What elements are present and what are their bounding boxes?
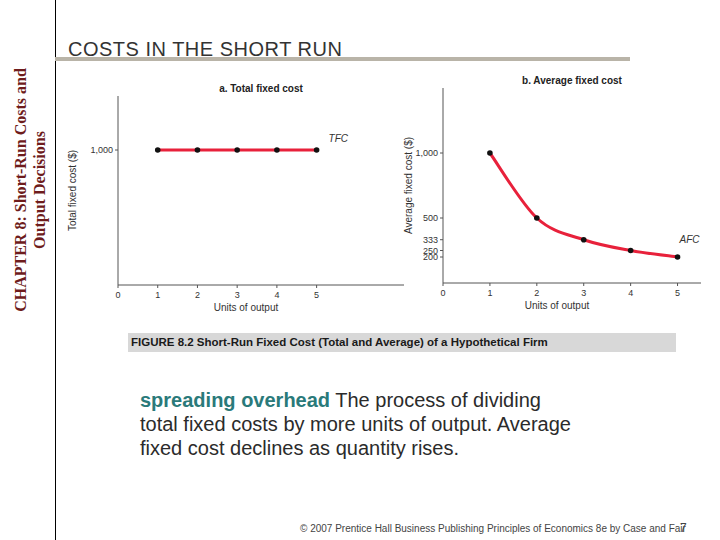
x-tick xyxy=(237,285,238,288)
data-point xyxy=(487,150,493,156)
divider-line xyxy=(55,0,56,540)
page-number: 7 xyxy=(680,521,687,535)
plot-area xyxy=(155,147,319,153)
x-tick xyxy=(316,285,317,288)
data-point xyxy=(628,248,634,254)
x-tick-label: 0 xyxy=(440,288,445,298)
series-label: AFC xyxy=(679,234,701,245)
data-point xyxy=(274,147,280,153)
y-axis-label: Average fixed cost ($) xyxy=(403,137,414,234)
x-axis xyxy=(118,285,404,286)
x-tick xyxy=(157,285,158,288)
y-tick-label: 500 xyxy=(423,213,438,223)
x-axis xyxy=(443,283,701,284)
x-tick xyxy=(118,285,119,288)
definition-term: spreading overhead xyxy=(140,389,330,411)
chart-title: a. Total fixed cost xyxy=(219,83,303,94)
y-tick xyxy=(440,239,443,240)
x-tick-label: 5 xyxy=(314,290,319,300)
data-point xyxy=(581,237,587,243)
x-tick-label: 5 xyxy=(675,288,680,298)
y-tick xyxy=(440,153,443,154)
x-tick-label: 3 xyxy=(235,290,240,300)
chart: a. Total fixed cost 0 1 2 3 4 5 1,000 Units of o… xyxy=(67,83,404,313)
x-axis-label: Units of output xyxy=(525,300,590,311)
series-label: TFC xyxy=(329,133,349,144)
data-point xyxy=(675,254,681,260)
data-point xyxy=(314,147,320,153)
figure-caption: FIGURE 8.2 Short-Run Fixed Cost (Total a… xyxy=(128,333,676,352)
y-tick xyxy=(440,218,443,219)
y-axis xyxy=(443,88,444,283)
data-point xyxy=(234,147,240,153)
chart: b. Average fixed cost0123451,00050033325… xyxy=(403,75,701,311)
x-tick-label: 0 xyxy=(115,290,120,300)
x-tick xyxy=(443,283,444,286)
chapter-label: CHAPTER 8: Short-Run Costs andOutput Dec… xyxy=(11,40,49,340)
y-axis xyxy=(118,96,119,285)
x-tick xyxy=(489,283,490,286)
x-tick-label: 2 xyxy=(195,290,200,300)
y-axis-label: Total fixed cost ($) xyxy=(67,150,78,231)
x-tick xyxy=(536,283,537,286)
y-tick-label: 1,000 xyxy=(415,148,438,158)
x-tick xyxy=(583,283,584,286)
x-tick xyxy=(677,283,678,286)
data-point xyxy=(534,215,540,221)
charts: a. Total fixed cost 0 1 2 3 4 5 1,000 Units of o… xyxy=(0,0,720,540)
x-tick xyxy=(197,285,198,288)
data-point xyxy=(155,147,161,153)
x-tick-label: 2 xyxy=(534,288,539,298)
x-tick-label: 4 xyxy=(274,290,279,300)
slide-title: COSTS IN THE SHORT RUN xyxy=(68,38,342,61)
chart-title: b. Average fixed cost xyxy=(522,75,623,86)
x-tick-label: 1 xyxy=(155,290,160,300)
chapter-line: CHAPTER 8: Short-Run Costs and xyxy=(11,40,30,340)
x-tick-label: 1 xyxy=(487,288,492,298)
x-tick xyxy=(276,285,277,288)
y-tick-label: 200 xyxy=(423,252,438,262)
series-line xyxy=(490,153,678,257)
x-tick-label: 3 xyxy=(581,288,586,298)
definition: spreading overhead The process of dividi… xyxy=(140,388,580,460)
chapter-line: Output Decisions xyxy=(30,40,49,340)
data-point xyxy=(195,147,201,153)
y-tick-label: 1,000 xyxy=(90,145,113,155)
y-tick xyxy=(440,250,443,251)
x-axis-label: Units of output xyxy=(214,302,279,313)
x-tick-label: 4 xyxy=(628,288,633,298)
y-tick xyxy=(115,150,118,151)
footer: © 2007 Prentice Hall Business Publishing… xyxy=(300,523,686,534)
plot-area xyxy=(487,150,680,260)
y-tick xyxy=(440,257,443,258)
y-tick-label: 333 xyxy=(423,235,438,245)
x-tick xyxy=(630,283,631,286)
